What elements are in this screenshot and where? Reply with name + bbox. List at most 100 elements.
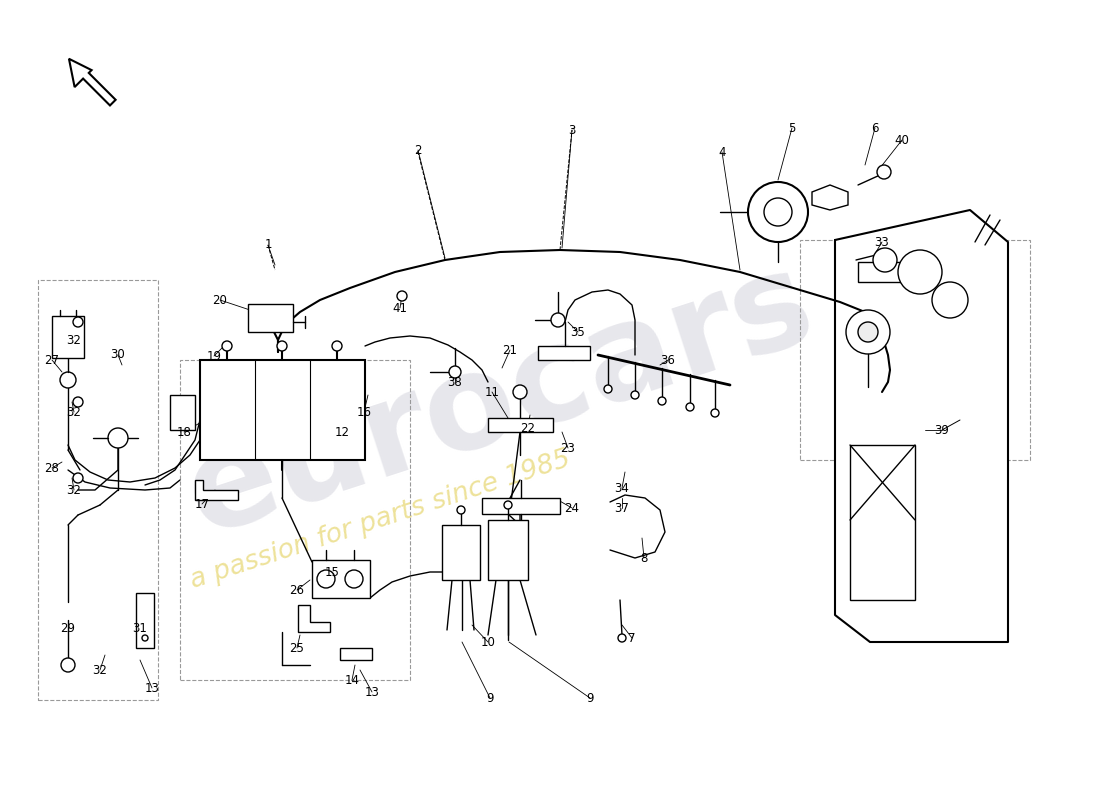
Text: 14: 14 xyxy=(344,674,360,686)
Circle shape xyxy=(513,385,527,399)
Text: 37: 37 xyxy=(615,502,629,514)
Circle shape xyxy=(142,635,148,641)
Text: 5: 5 xyxy=(789,122,795,134)
Text: 6: 6 xyxy=(871,122,879,134)
Bar xyxy=(858,262,903,282)
Bar xyxy=(170,395,195,430)
Text: 33: 33 xyxy=(874,235,890,249)
Polygon shape xyxy=(298,605,330,632)
Text: 26: 26 xyxy=(289,583,305,597)
Bar xyxy=(52,316,84,358)
Text: 32: 32 xyxy=(67,483,81,497)
Circle shape xyxy=(60,658,75,672)
Circle shape xyxy=(551,313,565,327)
Circle shape xyxy=(397,291,407,301)
Text: 38: 38 xyxy=(448,375,462,389)
Text: 35: 35 xyxy=(571,326,585,338)
Bar xyxy=(488,520,528,580)
Circle shape xyxy=(345,570,363,588)
Bar xyxy=(312,560,370,598)
Circle shape xyxy=(631,391,639,399)
Text: 17: 17 xyxy=(195,498,209,510)
Bar xyxy=(442,525,480,580)
Text: a passion for parts since 1985: a passion for parts since 1985 xyxy=(187,446,573,594)
Text: 30: 30 xyxy=(111,349,125,362)
Circle shape xyxy=(108,428,128,448)
Bar xyxy=(136,593,154,648)
Text: 32: 32 xyxy=(67,406,81,418)
Text: 10: 10 xyxy=(481,635,495,649)
Polygon shape xyxy=(835,210,1008,642)
Circle shape xyxy=(898,250,942,294)
Bar xyxy=(39,280,158,700)
Circle shape xyxy=(748,182,808,242)
Text: 40: 40 xyxy=(894,134,910,146)
Text: 29: 29 xyxy=(60,622,76,634)
Text: 41: 41 xyxy=(393,302,407,314)
Circle shape xyxy=(873,248,896,272)
Circle shape xyxy=(658,397,666,405)
Bar xyxy=(482,498,560,514)
Circle shape xyxy=(222,341,232,351)
Bar xyxy=(248,304,293,332)
Polygon shape xyxy=(812,185,848,210)
Bar xyxy=(538,346,590,360)
Text: 9: 9 xyxy=(486,691,494,705)
Circle shape xyxy=(618,634,626,642)
Circle shape xyxy=(449,366,461,378)
Text: 3: 3 xyxy=(569,123,575,137)
Text: 28: 28 xyxy=(45,462,59,474)
Circle shape xyxy=(604,385,612,393)
Circle shape xyxy=(932,282,968,318)
Circle shape xyxy=(456,506,465,514)
Circle shape xyxy=(846,310,890,354)
Text: 9: 9 xyxy=(586,691,594,705)
Circle shape xyxy=(277,341,287,351)
Text: 31: 31 xyxy=(133,622,147,634)
Text: 32: 32 xyxy=(92,663,108,677)
Text: 27: 27 xyxy=(44,354,59,366)
Bar xyxy=(488,418,553,432)
Text: 23: 23 xyxy=(561,442,575,454)
Text: 8: 8 xyxy=(640,551,648,565)
Text: eurocars: eurocars xyxy=(172,239,828,561)
Text: 24: 24 xyxy=(564,502,580,514)
Bar xyxy=(340,648,372,660)
Circle shape xyxy=(686,403,694,411)
Text: 22: 22 xyxy=(520,422,536,434)
Text: 12: 12 xyxy=(334,426,350,438)
Text: 11: 11 xyxy=(484,386,499,398)
Circle shape xyxy=(858,322,878,342)
Bar xyxy=(180,360,410,680)
Text: 19: 19 xyxy=(207,350,221,362)
Circle shape xyxy=(317,570,336,588)
Bar xyxy=(800,240,1030,460)
Polygon shape xyxy=(69,58,116,106)
Text: 25: 25 xyxy=(289,642,305,654)
Circle shape xyxy=(504,501,512,509)
Circle shape xyxy=(73,317,82,327)
Text: 16: 16 xyxy=(356,406,372,418)
Polygon shape xyxy=(195,480,238,500)
Text: 13: 13 xyxy=(364,686,380,698)
Text: 36: 36 xyxy=(661,354,675,366)
Text: 39: 39 xyxy=(935,423,949,437)
Circle shape xyxy=(73,397,82,407)
Text: 15: 15 xyxy=(324,566,340,578)
Circle shape xyxy=(764,198,792,226)
Text: 4: 4 xyxy=(718,146,726,158)
Text: 13: 13 xyxy=(144,682,159,694)
Text: 1: 1 xyxy=(264,238,272,251)
Circle shape xyxy=(877,165,891,179)
Circle shape xyxy=(332,341,342,351)
Circle shape xyxy=(711,409,719,417)
Text: 20: 20 xyxy=(212,294,228,306)
Bar xyxy=(200,360,365,460)
Text: 18: 18 xyxy=(177,426,191,438)
Text: 34: 34 xyxy=(615,482,629,494)
Text: 2: 2 xyxy=(415,143,421,157)
Text: 32: 32 xyxy=(67,334,81,346)
Text: 7: 7 xyxy=(628,631,636,645)
Text: 21: 21 xyxy=(503,343,517,357)
Bar xyxy=(850,445,915,600)
